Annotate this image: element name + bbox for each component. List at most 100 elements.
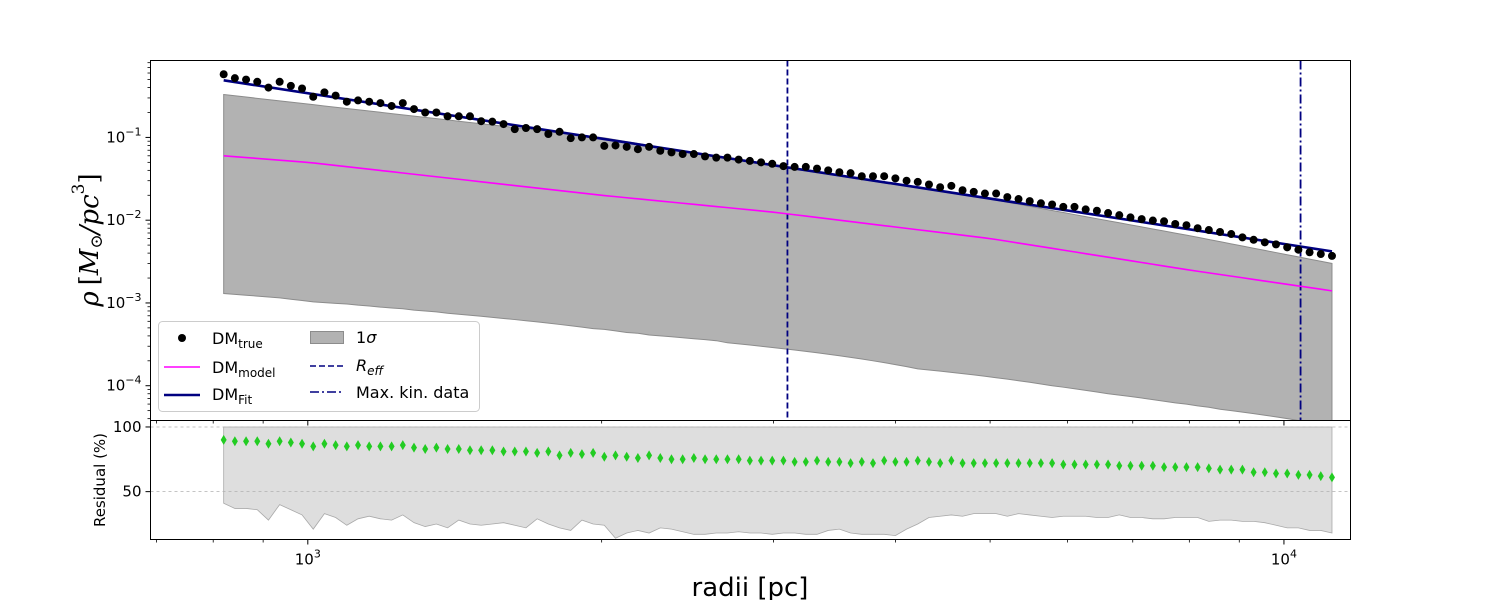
residual-point: [590, 447, 597, 458]
residual-point: [814, 455, 821, 466]
residual-point: [355, 440, 362, 451]
residual-point: [1250, 467, 1257, 478]
residual-point: [1328, 472, 1335, 483]
y-tick-base: 10: [106, 377, 125, 395]
ylabel-mass: M: [75, 247, 105, 276]
density-axis-ticks: 10−410−310−210−1: [106, 62, 1285, 426]
dm-true-point: [980, 189, 989, 198]
residual-point: [1261, 467, 1268, 478]
residual-point: [1037, 458, 1044, 469]
y-tick-label: 10−2: [106, 208, 141, 229]
residual-point: [1004, 458, 1011, 469]
svg-text:ρ[M⊙/pc3]: ρ [M⊙/pc3]: [69, 173, 107, 307]
x-axis-label: radii [pc]: [692, 573, 809, 600]
dm-true-point: [1249, 235, 1258, 244]
dm-true-point: [1137, 215, 1146, 224]
residual-point: [1161, 462, 1168, 473]
residual-point: [825, 456, 832, 467]
x-tick-label: 104: [1271, 548, 1297, 569]
residual-point: [522, 446, 529, 457]
legend-dm-model-base: DM: [212, 358, 238, 377]
residual-point: [959, 458, 966, 469]
dm-true-point: [645, 142, 654, 151]
dm-true-point: [1171, 219, 1180, 228]
residual-point: [1306, 469, 1313, 480]
residual-point: [1149, 460, 1156, 471]
legend-sigma-label: 1σ: [356, 328, 377, 347]
residual-point: [433, 442, 440, 453]
residual-point: [892, 456, 899, 467]
dm-true-point: [1104, 209, 1113, 218]
dm-true-point: [432, 108, 441, 117]
dm-true-point: [667, 148, 676, 157]
ylabel-close-bracket: ]: [75, 173, 105, 183]
residual-point: [578, 449, 585, 460]
x-tick-exponent: 4: [1290, 548, 1297, 561]
density-panel: [219, 61, 1336, 420]
legend-sigma-patch: [310, 331, 344, 344]
residual-point: [299, 438, 306, 449]
residual-point: [1127, 460, 1134, 471]
residual-point: [657, 453, 664, 464]
residual-point: [556, 450, 563, 461]
residual-point: [343, 441, 350, 452]
dm-true-point: [622, 142, 631, 151]
legend-dm-true-marker: [178, 334, 186, 342]
legend-sigma-base: 1: [356, 328, 366, 347]
dm-true-point: [544, 130, 553, 138]
dm-true-point: [219, 70, 228, 79]
dm-true-point: [443, 112, 452, 121]
residual-point: [646, 450, 653, 461]
legend-dm-model-sub: model: [238, 366, 275, 380]
dm-true-point: [376, 99, 385, 108]
dm-true-point: [1272, 240, 1281, 249]
residual-point: [679, 454, 686, 465]
legend-sigma-symbol: σ: [366, 328, 377, 347]
residual-point: [366, 441, 373, 452]
y-tick-exponent: −2: [125, 208, 141, 221]
dm-true-point: [1070, 202, 1079, 211]
residual-point: [802, 456, 809, 467]
residual-point: [220, 434, 227, 445]
dm-true-point: [242, 75, 251, 84]
residual-point: [478, 445, 485, 456]
y-tick-base: 10: [106, 128, 125, 146]
ylabel-exponent: 3: [69, 184, 89, 195]
residual-point: [377, 441, 384, 452]
dm-true-point: [253, 77, 262, 86]
residual-point: [321, 438, 328, 449]
dm-true-point: [1204, 226, 1213, 235]
residual-point: [399, 440, 406, 451]
dm-true-point: [1048, 200, 1057, 209]
dm-true-point: [1216, 228, 1225, 236]
y-tick-label: 10−3: [106, 291, 141, 312]
dm-true-point: [1305, 248, 1314, 257]
residual-point: [1093, 459, 1100, 470]
dm-true-point: [913, 177, 922, 186]
dm-true-point: [1115, 211, 1124, 220]
residual-point: [231, 436, 238, 447]
x-tick-label: 103: [295, 548, 321, 569]
residual-point: [276, 436, 283, 447]
dm-true-point: [1014, 195, 1023, 204]
dm-true-point: [320, 88, 329, 97]
dm-true-point: [555, 127, 564, 136]
residual-point: [903, 456, 910, 467]
ylabel-pc: pc: [75, 194, 105, 226]
dm-true-point: [1160, 217, 1169, 226]
residual-point: [746, 455, 753, 466]
dm-true-point: [465, 112, 474, 121]
residual-point: [1228, 464, 1235, 475]
residual-point: [1105, 459, 1112, 470]
residual-y-tick-label: 50: [122, 483, 141, 501]
dm-true-point: [790, 162, 799, 171]
residual-point: [1205, 463, 1212, 474]
dm-true-point: [768, 159, 777, 168]
y-tick-base: 10: [106, 211, 125, 229]
dm-true-point: [723, 153, 732, 162]
dm-true-point: [891, 174, 900, 183]
dm-true-point: [936, 183, 945, 192]
dm-true-point: [813, 164, 822, 173]
residual-point: [388, 441, 395, 452]
residual-point: [1284, 468, 1291, 479]
